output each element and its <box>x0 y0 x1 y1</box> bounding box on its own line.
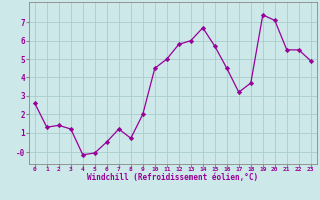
X-axis label: Windchill (Refroidissement éolien,°C): Windchill (Refroidissement éolien,°C) <box>87 173 258 182</box>
